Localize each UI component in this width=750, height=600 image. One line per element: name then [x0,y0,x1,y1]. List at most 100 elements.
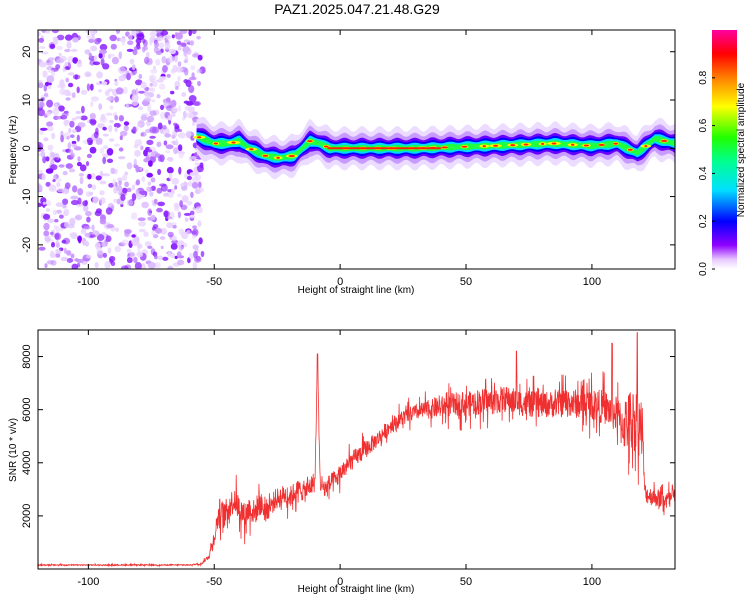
noise-blob [196,35,202,40]
noise-blob [166,73,171,78]
noise-blob [166,216,173,220]
noise-blob [102,252,107,258]
noise-blob [157,155,163,162]
noise-blob [69,232,78,238]
noise-blob [133,158,137,167]
noise-blob [46,200,52,207]
noise-blob [124,229,132,234]
noise-blob [177,211,181,219]
noise-blob [181,195,189,203]
noise-blob [139,190,148,196]
noise-blob [138,228,146,233]
noise-blob [183,59,189,64]
spectrogram-y-axis-label: Frequency (Hz) [8,116,19,185]
noise-blob [183,110,187,119]
noise-blob [66,258,73,263]
noise-blob [194,162,200,166]
noise-blob [151,151,156,157]
noise-blob [140,131,147,137]
noise-blob [106,224,115,229]
noise-blob [155,50,162,55]
noise-blob [173,147,178,155]
noise-blob [131,64,136,71]
noise-blob [156,94,161,99]
noise-blob [180,42,187,47]
noise-blob [83,240,89,246]
noise-blob [132,126,137,134]
noise-blob [198,181,202,189]
noise-blob [81,260,88,265]
noise-blob [114,96,119,103]
noise-blob [59,88,66,96]
noise-blob [77,188,84,196]
noise-blob [76,60,83,68]
noise-blob [156,187,163,194]
noise-blob [102,156,107,165]
noise-blob [192,244,199,250]
noise-blob [169,222,177,226]
noise-blob [149,83,153,87]
noise-blob [160,228,168,235]
noise-blob [72,185,78,193]
snr-y-tick-label: 2000 [21,504,33,528]
noise-blob [155,58,161,66]
noise-blob [151,81,158,88]
noise-blob [59,214,64,219]
noise-blob [96,234,105,241]
noise-blob [89,113,96,120]
colorbar-tick-label: 0.8 [698,70,709,84]
noise-blob [143,231,149,237]
noise-blob [131,184,136,190]
noise-blob [68,82,74,88]
noise-blob [167,56,175,63]
noise-blob [135,79,143,86]
noise-blob [138,221,147,227]
noise-blob [152,224,159,229]
noise-blob [174,255,178,260]
noise-blob [141,176,146,182]
noise-blob [136,33,145,41]
noise-blob [39,101,45,108]
colorbar-tick-label: 0.2 [698,214,709,228]
noise-blob [61,189,69,195]
noise-blob [99,43,108,51]
noise-blob [42,70,48,78]
noise-blob [154,262,161,269]
noise-blob [179,30,188,34]
noise-blob [70,134,75,138]
noise-blob [122,187,128,194]
noise-blob [189,112,194,119]
spectrogram-x-tick-label: 100 [583,276,601,288]
noise-blob [133,256,138,264]
noise-blob [108,124,113,133]
noise-blob [45,208,51,212]
noise-blob [163,192,169,197]
noise-blob [182,242,188,248]
noise-blob [148,160,153,167]
noise-blob [61,239,67,244]
noise-blob [176,251,182,259]
noise-blob [50,164,58,171]
noise-blob [149,191,154,197]
noise-blob [118,147,124,152]
noise-blob [162,65,168,73]
noise-blob [164,133,172,138]
noise-blob [47,126,54,132]
ridge-hotspot-red [231,141,236,144]
snr-y-axis-label: SNR (10 * v/v) [8,418,19,482]
noise-blob [176,193,183,198]
noise-blob [157,168,162,176]
noise-blob [149,110,157,117]
noise-blob [185,79,192,88]
snr-x-tick-label: 0 [337,576,343,588]
noise-blob [153,198,158,205]
noise-blob [110,43,117,50]
ridge-hotspot-red [288,155,296,157]
noise-blob [196,68,202,74]
noise-blob [54,103,58,111]
noise-blob [84,232,90,237]
noise-blob [70,152,75,159]
noise-blob [188,252,194,260]
noise-blob [136,251,144,258]
colorbar-label: Normalized spectral amplitude [736,82,747,217]
